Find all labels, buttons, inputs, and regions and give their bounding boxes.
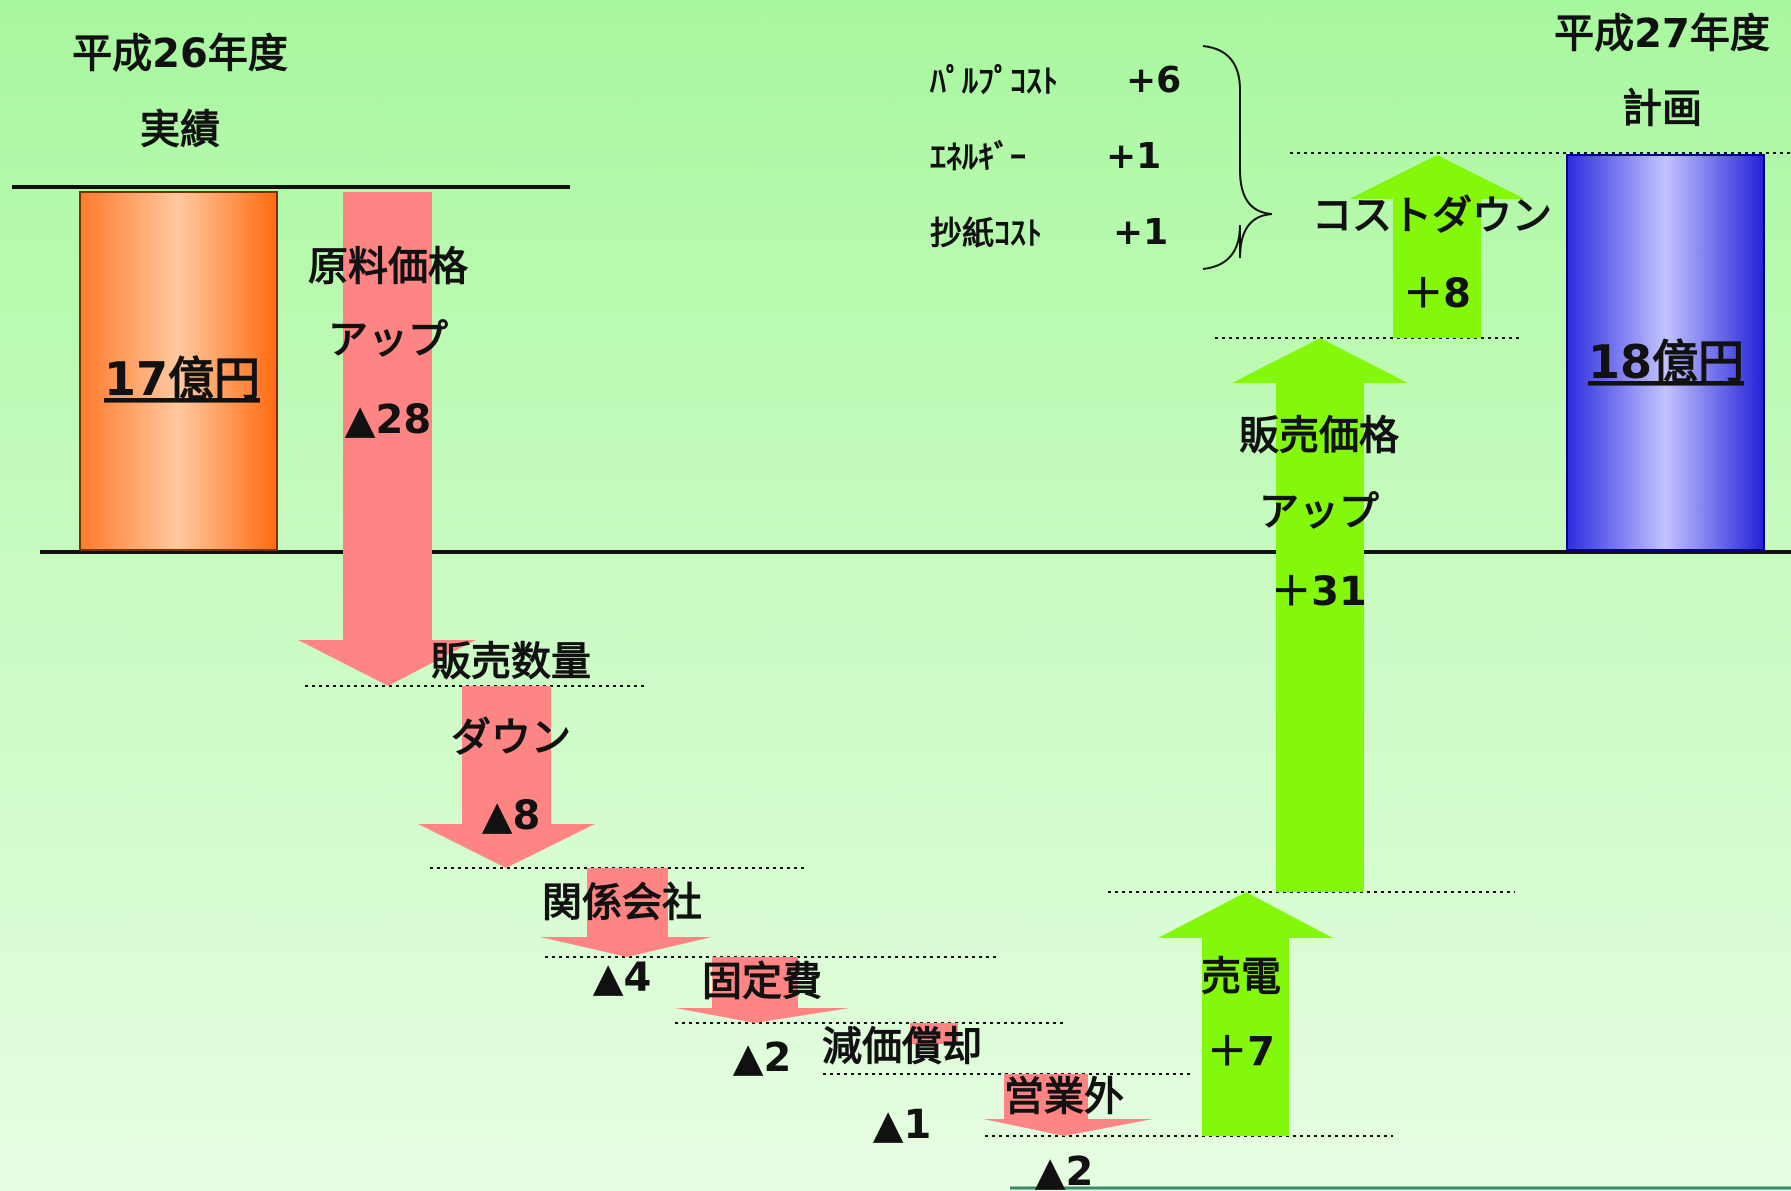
- start-value-label: 17億円: [104, 352, 260, 406]
- step-0-line1: 原料価格: [308, 244, 469, 290]
- breakdown-brace: [1203, 46, 1272, 269]
- step-0-line2: アップ: [328, 317, 448, 363]
- breakdown-2-label: 抄紙ｺｽﾄ: [930, 214, 1042, 252]
- step-2-value: ▲4: [593, 955, 652, 1001]
- end-value-label: 18億円: [1588, 335, 1744, 389]
- step-1-value: ▲8: [482, 793, 541, 839]
- step-3-value: ▲2: [733, 1035, 792, 1081]
- step-2-line1: 関係会社: [542, 880, 702, 926]
- step-7-value: ＋31: [1271, 569, 1367, 615]
- step-0-value: ▲28: [345, 397, 431, 443]
- arrow-baiden: [1158, 892, 1333, 1136]
- step-6-line1: 売電: [1201, 954, 1281, 1000]
- breakdown-1-label: ｴﾈﾙｷﾞｰ: [930, 138, 1026, 176]
- start-period: 平成26年度: [72, 31, 288, 77]
- breakdown-1-value: +1: [1106, 136, 1161, 177]
- arrow-hanbai-suryo: [418, 686, 595, 868]
- start-sub: 実績: [140, 107, 220, 153]
- step-6-value: ＋7: [1207, 1029, 1275, 1075]
- breakdown-2-value: +1: [1113, 212, 1168, 253]
- breakdown-0-value: +6: [1126, 60, 1181, 101]
- step-3-line1: 固定費: [702, 959, 822, 1005]
- end-period: 平成27年度: [1554, 11, 1770, 57]
- step-1-line1: 販売数量: [431, 639, 591, 685]
- step-1-line2: ダウン: [451, 715, 571, 761]
- breakdown-0-label: ﾊﾟﾙﾌﾟｺｽﾄ: [929, 62, 1058, 100]
- step-4-value: ▲1: [873, 1102, 932, 1148]
- step-8-line1: コストダウン: [1312, 193, 1552, 239]
- step-7-line2: アップ: [1259, 489, 1379, 535]
- step-4-line1: 減価償却: [822, 1024, 982, 1070]
- step-5-value: ▲2: [1035, 1149, 1094, 1191]
- step-7-line1: 販売価格: [1239, 413, 1400, 459]
- step-5-line1: 営業外: [1004, 1074, 1124, 1120]
- end-sub: 計画: [1622, 86, 1702, 132]
- step-8-value: ＋8: [1403, 271, 1471, 317]
